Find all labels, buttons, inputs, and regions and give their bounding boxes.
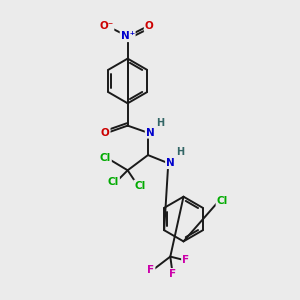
Text: F: F bbox=[148, 265, 154, 275]
Text: Cl: Cl bbox=[217, 196, 228, 206]
Text: O: O bbox=[145, 21, 153, 31]
Text: N: N bbox=[146, 128, 154, 138]
Text: F: F bbox=[169, 269, 176, 279]
Text: N⁺: N⁺ bbox=[121, 31, 135, 41]
Text: H: H bbox=[176, 147, 184, 157]
Text: Cl: Cl bbox=[108, 178, 119, 188]
Text: Cl: Cl bbox=[134, 181, 146, 190]
Text: Cl: Cl bbox=[100, 153, 111, 163]
Text: F: F bbox=[182, 255, 189, 265]
Text: O⁻: O⁻ bbox=[99, 21, 113, 31]
Text: H: H bbox=[156, 118, 164, 128]
Text: N: N bbox=[166, 158, 175, 168]
Text: O: O bbox=[101, 128, 110, 138]
